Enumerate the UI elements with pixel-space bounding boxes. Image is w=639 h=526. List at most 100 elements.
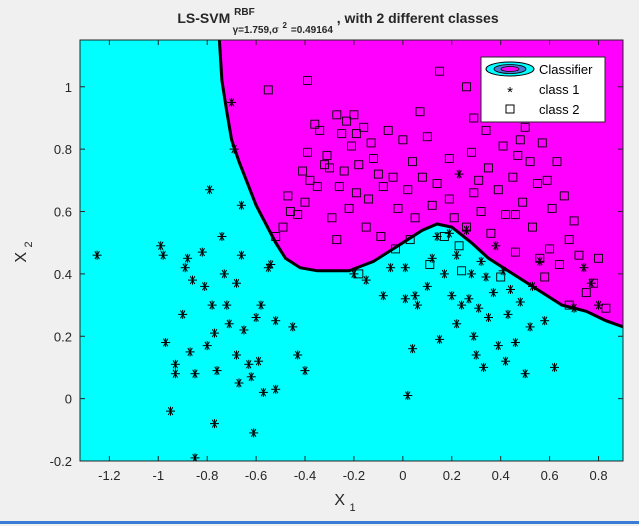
class1-point [454,169,464,179]
class1-point [361,275,371,285]
axes-box [79,39,624,462]
class1-point [249,428,259,438]
class1-point [457,300,467,310]
class1-point [254,356,264,366]
class2-point [427,200,437,210]
class2-point [410,213,420,223]
class1-point [234,378,244,388]
class1-point [227,97,237,107]
class2-point [334,182,344,192]
class2-point [474,175,484,185]
class2-point [383,125,393,135]
class1-point [271,316,281,326]
class1-point [400,294,410,304]
x-tick-label: -0.8 [196,468,218,483]
class1-point [422,281,432,291]
class1-point [212,366,222,376]
class2-point [263,85,273,95]
class1-point [183,253,193,263]
class1-point [200,281,210,291]
x-tick-label: -1 [152,468,164,483]
class1-point [515,297,525,307]
class2-point [545,244,555,254]
class2-point [564,235,574,245]
class2-point [310,119,320,129]
class2-point [349,110,359,120]
class1-point [491,241,501,251]
class1-point [293,350,303,360]
class1-point [403,391,413,400]
class2-point [532,179,542,188]
class2-point [408,157,418,167]
class2-point [554,260,564,269]
class2-point [589,278,599,288]
class2-point [283,191,293,201]
class1-point [170,369,180,379]
class2-point [581,288,591,298]
class2-point [285,207,295,216]
class2-point [542,175,552,185]
class2-point [337,129,347,139]
class1-point [484,313,493,322]
class1-point [550,362,559,372]
class2-point [510,247,520,257]
class1-point [246,372,256,382]
class2-point [325,163,334,173]
class2-point [569,216,579,226]
class1-point [525,322,535,332]
class2-point [315,125,325,135]
class2-point [510,210,520,220]
class2-point [425,260,435,269]
class1-point [232,278,241,288]
class2-point [594,253,603,263]
class1-point [92,250,102,260]
x-axis-label: X 1 [334,492,355,514]
title-subscript-tail: =0.49164 [291,25,333,36]
class2-point [574,250,584,260]
class1-point [288,322,298,332]
class2-point [327,213,337,223]
class1-point [244,359,254,369]
class1-point [540,316,550,326]
class1-point [410,291,420,301]
class2-point [501,210,511,220]
class1-point [170,359,180,369]
class1-point [471,350,481,360]
class1-point [210,419,219,429]
class2-point [398,135,408,145]
class1-point [469,331,479,341]
x-axis-label-main: X [334,492,345,509]
y-tick-label: 1 [65,80,72,95]
class2-point [320,160,330,170]
class2-point [547,203,557,213]
class1-point [400,263,410,273]
class2-point [457,266,467,276]
class1-point [190,369,200,379]
class2-point [359,122,369,132]
class1-point [413,300,422,310]
class2-point [535,253,545,263]
class1-point [207,300,217,310]
class2-point [518,197,528,207]
class1-point [236,250,246,260]
class2-point [435,66,445,76]
class2-point [484,163,493,173]
x-tick-label: 0 [399,468,406,483]
class1-point [447,291,457,301]
class2-point [332,110,342,120]
decision-boundary-line [217,40,623,329]
class2-point [366,138,376,148]
class1-point [481,272,491,282]
class1-point [222,300,232,310]
class2-point [403,185,413,195]
y-tick-label: 0.6 [54,205,72,220]
class2-point [388,172,398,182]
class1-point [166,406,175,416]
class2-point [508,172,518,182]
class2-point [300,197,310,207]
class1-point [579,263,589,273]
class2-point [476,207,486,216]
class1-point [349,269,359,279]
class2-point [293,210,303,220]
class1-point [520,369,530,379]
